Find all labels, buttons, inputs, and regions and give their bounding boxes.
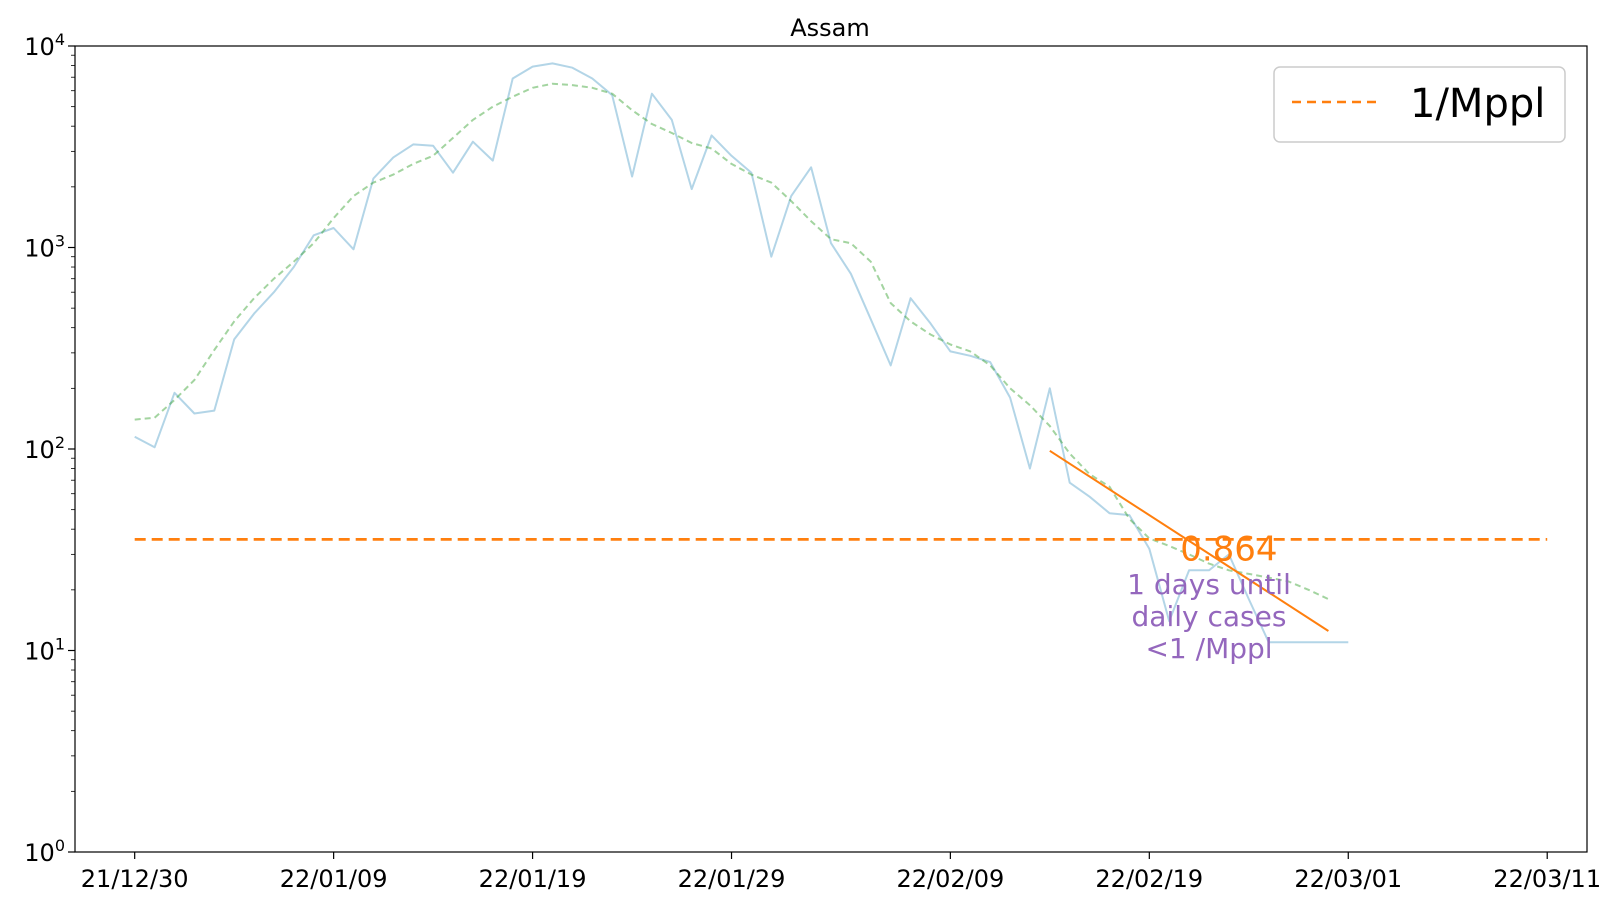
x-tick-label: 21/12/30	[81, 865, 189, 893]
x-axis: 21/12/30 22/01/09 22/01/19 22/01/29 22/02/09…	[81, 852, 1600, 893]
x-tick-label: 22/01/09	[280, 865, 388, 893]
legend-label: 1/Mppl	[1410, 81, 1545, 127]
x-tick-label: 22/01/19	[479, 865, 587, 893]
chart-title: Assam	[790, 14, 870, 42]
forecast-annotation-line: <1 /Mppl	[1145, 632, 1272, 665]
y-tick-label: 100	[24, 836, 65, 867]
series-line-3	[1049, 449, 1329, 632]
y-tick-label: 101	[24, 635, 65, 666]
x-tick-label: 22/03/01	[1294, 865, 1402, 893]
legend: 1/Mppl	[1273, 66, 1566, 143]
x-tick-label: 22/02/09	[896, 865, 1004, 893]
legend-box	[1273, 66, 1566, 143]
y-tick-label: 103	[24, 232, 65, 263]
series-line-0	[134, 62, 1349, 644]
x-tick-label: 22/03/11	[1493, 865, 1600, 893]
series-line-1	[134, 82, 1329, 601]
x-tick-label: 22/01/29	[678, 865, 786, 893]
y-axis: 100 101 102 103 104	[24, 30, 75, 867]
slope-annotation: 0.864	[1180, 530, 1277, 570]
forecast-annotation-line: daily cases	[1132, 600, 1287, 633]
y-tick-label: 102	[24, 433, 65, 464]
x-tick-label: 22/02/19	[1095, 865, 1203, 893]
series-layer	[134, 62, 1548, 644]
y-tick-label: 104	[24, 30, 65, 61]
forecast-annotation-line: 1 days until	[1127, 568, 1291, 601]
